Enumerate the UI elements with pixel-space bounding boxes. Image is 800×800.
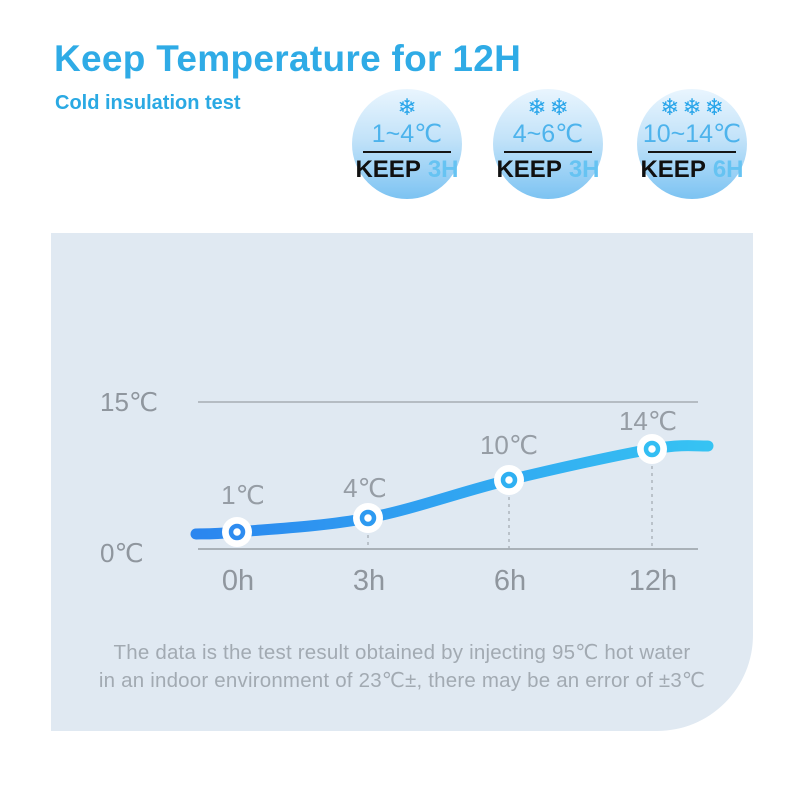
snowflake-icon: ❄ bbox=[660, 94, 683, 120]
snowflake-icon: ❄ bbox=[549, 94, 572, 120]
x-tick-label: 0h bbox=[222, 565, 254, 597]
snowflake-icon: ❄ bbox=[682, 94, 705, 120]
point-label: 1℃ bbox=[221, 480, 265, 510]
point-label: 14℃ bbox=[619, 406, 677, 436]
data-point-ring bbox=[228, 523, 246, 541]
keep-value: 3H bbox=[568, 156, 600, 183]
temperature-line-chart: 1℃ 4℃ 10℃ 14℃ 0h 3h 6h 12h 15℃ 0℃ bbox=[100, 387, 714, 597]
y-tick-label-15c: 15℃ bbox=[100, 387, 158, 417]
keep-badge-2: ❄❄ 4~6℃ KEEP 3H bbox=[493, 89, 603, 199]
temperature-curve bbox=[190, 440, 714, 540]
disclaimer-line-1: The data is the test result obtained by … bbox=[113, 641, 691, 664]
temp-range-label: 10~14℃ bbox=[642, 120, 742, 148]
point-label: 4℃ bbox=[343, 473, 387, 503]
keep-label: KEEP bbox=[640, 156, 706, 183]
keep-value: 3H bbox=[427, 156, 459, 183]
chart-panel: 1℃ 4℃ 10℃ 14℃ 0h 3h 6h 12h 15℃ 0℃ The data is the… bbox=[51, 233, 753, 731]
point-label: 10℃ bbox=[480, 430, 538, 460]
keep-badge-3: ❄❄❄ 10~14℃ KEEP 6H bbox=[637, 89, 747, 199]
disclaimer-line-2: in an indoor environment of 23℃±, there … bbox=[98, 669, 706, 692]
snowflake-icon: ❄ bbox=[704, 94, 727, 120]
keep-duration: KEEP 3H bbox=[355, 155, 458, 184]
temp-range-label: 1~4℃ bbox=[371, 120, 443, 148]
snowflake-icon: ❄ bbox=[397, 94, 420, 120]
data-point-ring bbox=[500, 471, 518, 489]
keep-duration: KEEP 6H bbox=[640, 155, 743, 184]
page-title: Keep Temperature for 12H bbox=[54, 38, 522, 79]
badge-divider bbox=[648, 151, 736, 153]
data-point-ring bbox=[643, 440, 661, 458]
x-tick-label: 12h bbox=[629, 565, 677, 597]
snowflake-icon-row: ❄ bbox=[394, 94, 419, 120]
x-tick-label: 3h bbox=[353, 565, 385, 597]
keep-badge-1: ❄ 1~4℃ KEEP 3H bbox=[352, 89, 462, 199]
data-point-ring bbox=[359, 509, 377, 527]
temp-range-label: 4~6℃ bbox=[512, 120, 584, 148]
keep-label: KEEP bbox=[496, 156, 562, 183]
y-tick-label-0c: 0℃ bbox=[100, 538, 144, 568]
x-tick-label: 6h bbox=[494, 565, 526, 597]
snowflake-icon: ❄ bbox=[527, 94, 550, 120]
keep-duration: KEEP 3H bbox=[496, 155, 599, 184]
snowflake-icon-row: ❄❄ bbox=[524, 94, 572, 120]
snowflake-icon-row: ❄❄❄ bbox=[657, 94, 727, 120]
keep-label: KEEP bbox=[355, 156, 421, 183]
badge-divider bbox=[504, 151, 592, 153]
keep-value: 6H bbox=[712, 156, 744, 183]
page-subtitle: Cold insulation test bbox=[55, 92, 241, 114]
badge-divider bbox=[363, 151, 451, 153]
